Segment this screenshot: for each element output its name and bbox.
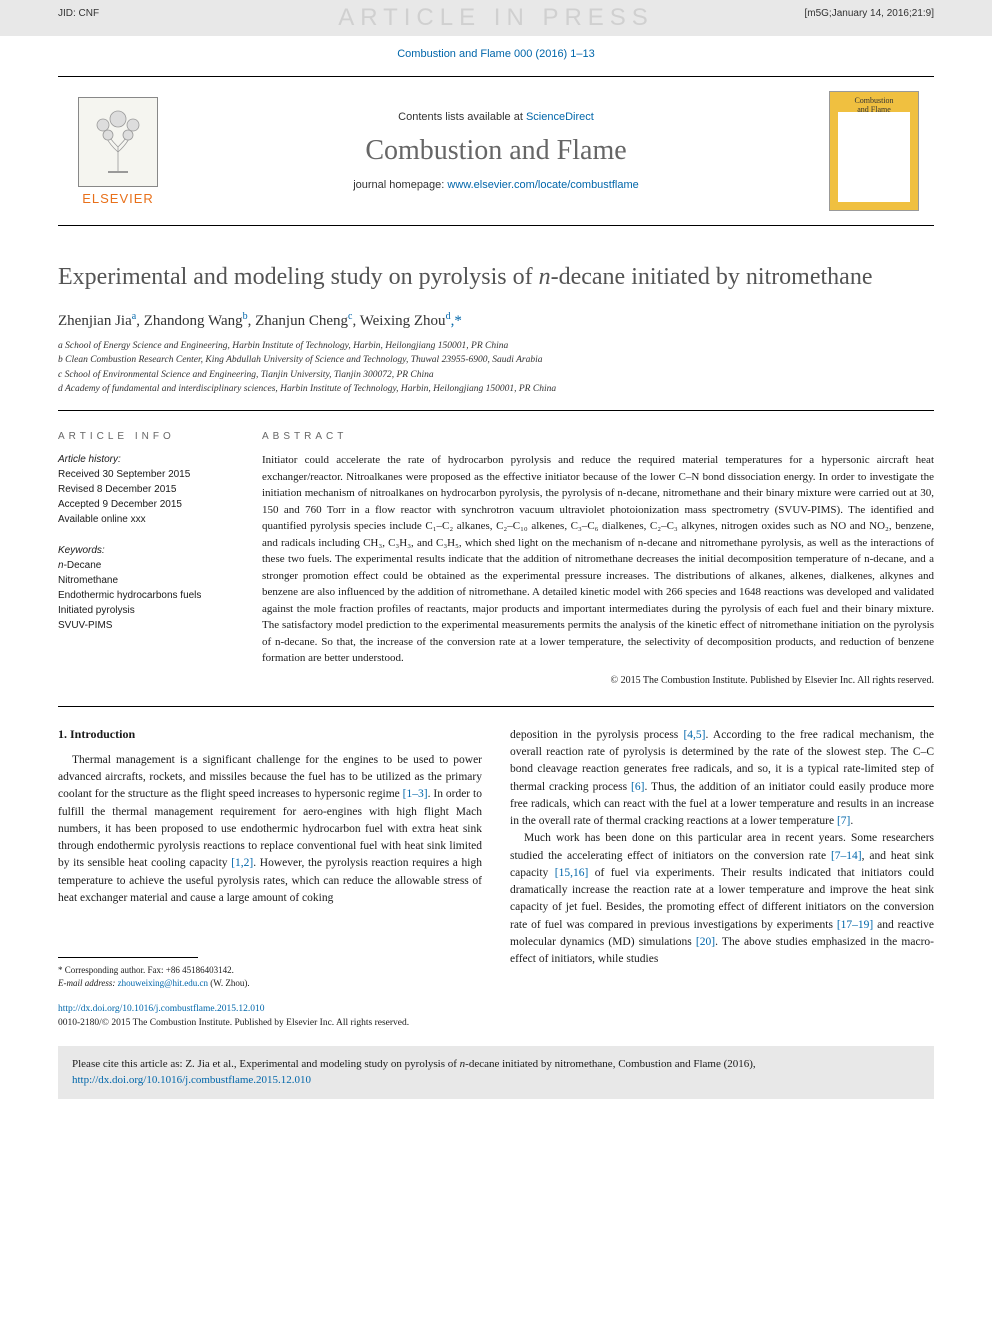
affiliation-line: c School of Environmental Science and En…: [58, 369, 934, 382]
affiliation-line: d Academy of fundamental and interdiscip…: [58, 383, 934, 396]
ref-link-4-5[interactable]: [4,5]: [683, 729, 705, 741]
journal-header: ELSEVIER Contents lists available at Sci…: [58, 76, 934, 226]
contents-available-line: Contents lists available at ScienceDirec…: [398, 111, 594, 123]
history-line: Received 30 September 2015: [58, 467, 238, 482]
title-pre: Experimental and modeling study on pyrol…: [58, 264, 539, 290]
author-list: Zhenjian Jiaa, Zhandong Wangb, Zhanjun C…: [58, 311, 934, 330]
keywords-heading: Keywords:: [58, 543, 238, 558]
keyword-item: Nitromethane: [58, 573, 238, 588]
keyword-item: Initiated pyrolysis: [58, 603, 238, 618]
abstract-label: ABSTRACT: [262, 431, 934, 442]
abstract-text: Initiator could accelerate the rate of h…: [262, 452, 934, 667]
title-post: -decane initiated by nitromethane: [551, 264, 873, 290]
homepage-line: journal homepage: www.elsevier.com/locat…: [353, 179, 639, 191]
ref-link-20[interactable]: [20]: [696, 936, 715, 948]
ref-link-17-19[interactable]: [17–19]: [837, 919, 873, 931]
contents-prefix: Contents lists available at: [398, 111, 526, 123]
build-stamp: [m5G;January 14, 2016;21:9]: [804, 8, 934, 19]
history-line: Revised 8 December 2015: [58, 482, 238, 497]
sciencedirect-link[interactable]: ScienceDirect: [526, 111, 594, 123]
author-email-link[interactable]: zhouweixing@hit.edu.cn: [118, 978, 208, 988]
footnote-rule: [58, 957, 198, 958]
ref-link-7-14[interactable]: [7–14]: [831, 850, 862, 862]
homepage-prefix: journal homepage:: [353, 179, 447, 191]
history-line: Accepted 9 December 2015: [58, 497, 238, 512]
article-title: Experimental and modeling study on pyrol…: [58, 262, 934, 293]
jid-label: JID: CNF: [58, 8, 99, 19]
issue-citation-link[interactable]: Combustion and Flame 000 (2016) 1–13: [58, 48, 934, 60]
doi-link[interactable]: http://dx.doi.org/10.1016/j.combustflame…: [58, 1003, 934, 1016]
copyright-line: © 2015 The Combustion Institute. Publish…: [262, 675, 934, 686]
homepage-link[interactable]: www.elsevier.com/locate/combustflame: [447, 179, 638, 191]
title-italic-n: n: [539, 264, 551, 290]
keywords-block: Keywords: n-DecaneNitromethaneEndothermi…: [58, 543, 238, 633]
article-history: Article history: Received 30 September 2…: [58, 452, 238, 527]
intro-para-2: Much work has been done on this particul…: [510, 830, 934, 968]
ref-link-6[interactable]: [6]: [631, 781, 644, 793]
email-label: E-mail address:: [58, 978, 118, 988]
intro-para-1: Thermal management is a significant chal…: [58, 752, 482, 907]
ref-link-7[interactable]: [7]: [837, 815, 850, 827]
divider-bottom: [58, 706, 934, 707]
corr-author-line: * Corresponding author. Fax: +86 4518640…: [58, 964, 482, 977]
citebox-doi-link[interactable]: http://dx.doi.org/10.1016/j.combustflame…: [72, 1074, 311, 1086]
elsevier-wordmark: ELSEVIER: [82, 191, 154, 206]
ref-link-1-3[interactable]: [1–3]: [403, 788, 428, 800]
keyword-item: SVUV-PIMS: [58, 618, 238, 633]
issn-copyright: 0010-2180/© 2015 The Combustion Institut…: [58, 1017, 934, 1030]
journal-cover-cell: Combustionand Flame: [814, 77, 934, 225]
doi-block: http://dx.doi.org/10.1016/j.combustflame…: [58, 1003, 934, 1030]
affiliations: a School of Energy Science and Engineeri…: [58, 340, 934, 396]
elsevier-tree-icon: [78, 97, 158, 187]
article-in-press-watermark: ARTICLE IN PRESS: [338, 4, 654, 32]
divider-top: [58, 410, 934, 411]
please-cite-box: Please cite this article as: Z. Jia et a…: [58, 1046, 934, 1099]
email-tail: (W. Zhou).: [208, 978, 250, 988]
keyword-item: n-Decane: [58, 558, 238, 573]
history-line: Available online xxx: [58, 512, 238, 527]
status-band: JID: CNF ARTICLE IN PRESS [m5G;January 1…: [0, 0, 992, 36]
ref-link-15-16[interactable]: [15,16]: [555, 867, 589, 879]
article-info-label: ARTICLE INFO: [58, 431, 238, 442]
section-1-heading: 1. Introduction: [58, 727, 482, 742]
keyword-item: Endothermic hydrocarbons fuels: [58, 588, 238, 603]
affiliation-line: a School of Energy Science and Engineeri…: [58, 340, 934, 353]
body-two-column: 1. Introduction Thermal management is a …: [58, 727, 934, 989]
history-heading: Article history:: [58, 452, 238, 467]
affiliation-line: b Clean Combustion Research Center, King…: [58, 354, 934, 367]
intro-para-1-cont: deposition in the pyrolysis process [4,5…: [510, 727, 934, 831]
corresponding-author-footnote: * Corresponding author. Fax: +86 4518640…: [58, 964, 482, 989]
journal-cover-thumbnail: Combustionand Flame: [829, 91, 919, 211]
journal-name: Combustion and Flame: [365, 135, 626, 167]
elsevier-logo-cell: ELSEVIER: [58, 77, 178, 225]
ref-link-1-2[interactable]: [1,2]: [231, 857, 253, 869]
